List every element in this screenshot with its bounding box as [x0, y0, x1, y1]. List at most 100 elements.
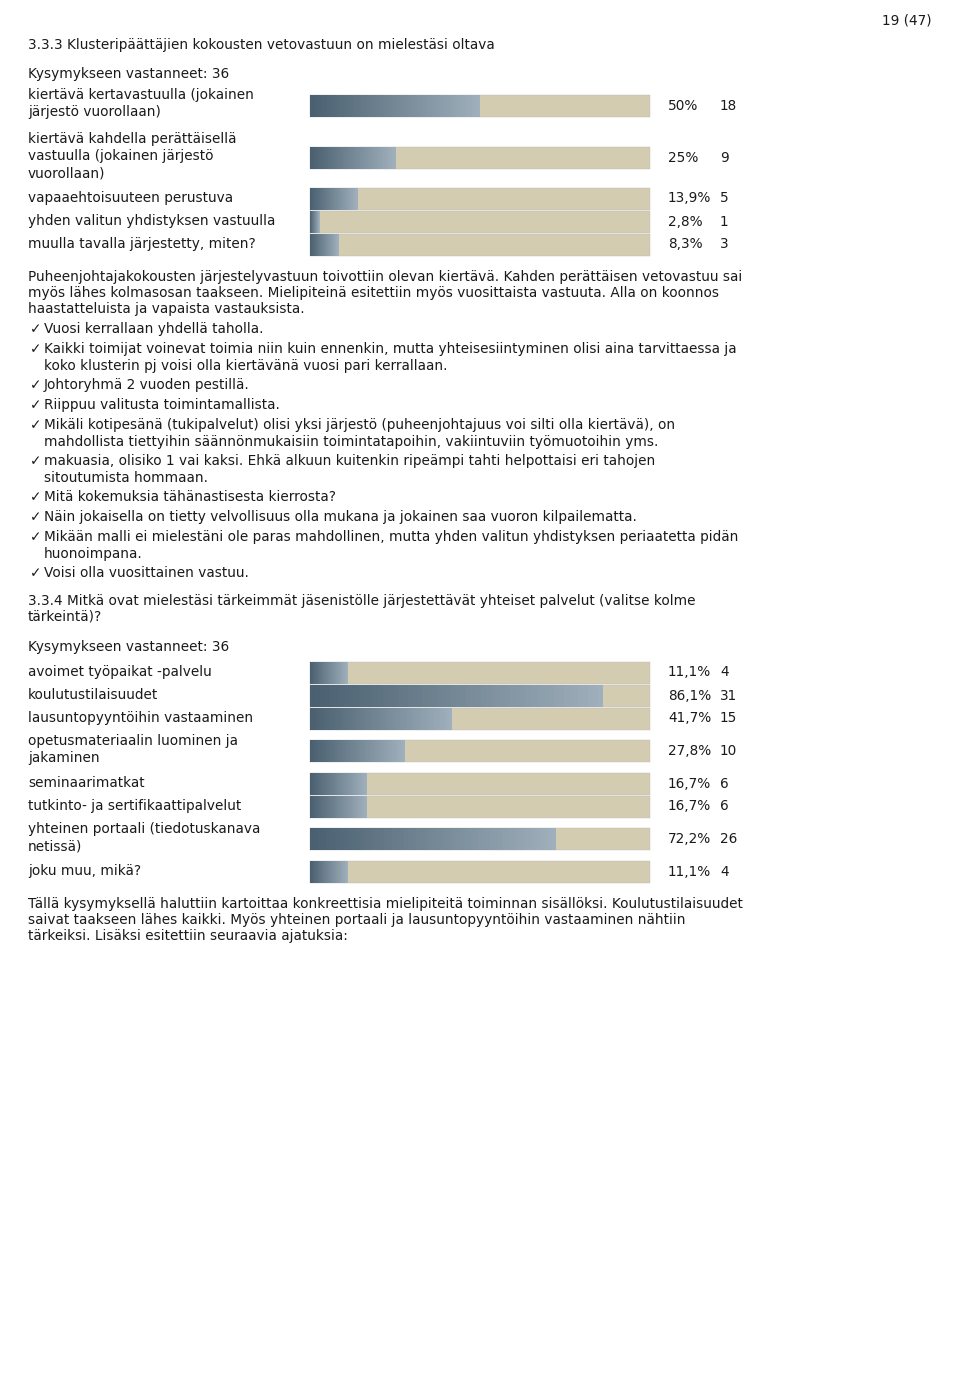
Bar [593, 684, 598, 707]
Bar [388, 684, 394, 707]
Bar [341, 708, 344, 729]
Bar [322, 861, 324, 882]
Bar [330, 95, 333, 117]
Bar [466, 828, 470, 850]
Bar [314, 861, 315, 882]
Text: joku muu, mikä?: joku muu, mikä? [28, 864, 141, 878]
Bar [588, 684, 593, 707]
Bar [333, 95, 336, 117]
Bar [334, 188, 335, 210]
Bar [312, 796, 313, 818]
Bar [336, 188, 337, 210]
Bar [482, 828, 487, 850]
Bar [314, 828, 319, 850]
Bar [329, 234, 330, 256]
Bar [564, 684, 569, 707]
Bar [347, 740, 348, 762]
Bar [379, 740, 381, 762]
Bar [407, 708, 410, 729]
Text: Tällä kysymyksellä haluttiin kartoittaa konkreettisia mielipiteitä toiminnan sis: Tällä kysymyksellä haluttiin kartoittaa … [28, 897, 743, 911]
Bar [367, 146, 369, 168]
Bar [318, 861, 320, 882]
Bar [341, 95, 345, 117]
Bar [359, 796, 361, 818]
Bar [427, 684, 432, 707]
Bar [317, 234, 318, 256]
Bar [323, 234, 324, 256]
Bar [369, 684, 374, 707]
Bar [342, 796, 344, 818]
Bar [322, 708, 324, 729]
Bar [391, 146, 393, 168]
Bar [319, 146, 321, 168]
Bar [324, 234, 325, 256]
Bar [356, 188, 357, 210]
Bar [343, 188, 345, 210]
Bar [348, 708, 350, 729]
Bar [320, 708, 323, 729]
Bar [369, 740, 371, 762]
Bar [346, 146, 348, 168]
Bar [331, 146, 333, 168]
Bar [347, 188, 348, 210]
Bar [396, 740, 397, 762]
Text: 31: 31 [720, 689, 737, 702]
Bar [364, 796, 366, 818]
Bar [478, 828, 482, 850]
Bar [317, 796, 318, 818]
Bar [396, 740, 398, 762]
Bar [429, 828, 433, 850]
Bar [430, 708, 433, 729]
Bar [432, 684, 438, 707]
Bar [338, 662, 340, 683]
Bar [473, 828, 478, 850]
Bar [352, 708, 355, 729]
Bar [578, 684, 584, 707]
Bar [316, 146, 318, 168]
Bar [346, 861, 347, 882]
Bar [441, 828, 445, 850]
Bar [326, 708, 329, 729]
Bar [331, 861, 332, 882]
Bar [328, 188, 329, 210]
Bar [381, 740, 383, 762]
Bar [547, 828, 552, 850]
Bar [361, 146, 363, 168]
Bar [441, 95, 444, 117]
Bar [518, 828, 523, 850]
Bar [319, 861, 320, 882]
Bar [316, 234, 317, 256]
Bar [338, 146, 340, 168]
Bar [327, 861, 328, 882]
Bar [433, 708, 436, 729]
Bar [328, 861, 329, 882]
Bar [331, 772, 332, 794]
Bar [447, 708, 450, 729]
Bar [322, 234, 323, 256]
Bar [310, 708, 650, 729]
Bar [342, 662, 343, 683]
Bar [335, 740, 337, 762]
Bar [316, 662, 318, 683]
Bar [315, 861, 316, 882]
Text: Mikään malli ei mielestäni ole paras mahdollinen, mutta yhden valitun yhdistykse: Mikään malli ei mielestäni ole paras mah… [44, 530, 738, 562]
Bar [338, 740, 341, 762]
Bar [314, 772, 315, 794]
Bar [352, 188, 354, 210]
Bar [324, 796, 325, 818]
Bar [403, 740, 405, 762]
Bar [335, 234, 336, 256]
Bar [356, 188, 358, 210]
Bar [336, 796, 337, 818]
Bar [461, 684, 467, 707]
Bar [363, 828, 368, 850]
Text: 41,7%: 41,7% [668, 712, 711, 726]
Bar [348, 772, 350, 794]
Bar [349, 188, 350, 210]
Bar [323, 828, 326, 850]
Bar [324, 708, 327, 729]
Bar [428, 708, 431, 729]
Bar [334, 772, 335, 794]
Bar [335, 772, 336, 794]
Bar [451, 95, 455, 117]
